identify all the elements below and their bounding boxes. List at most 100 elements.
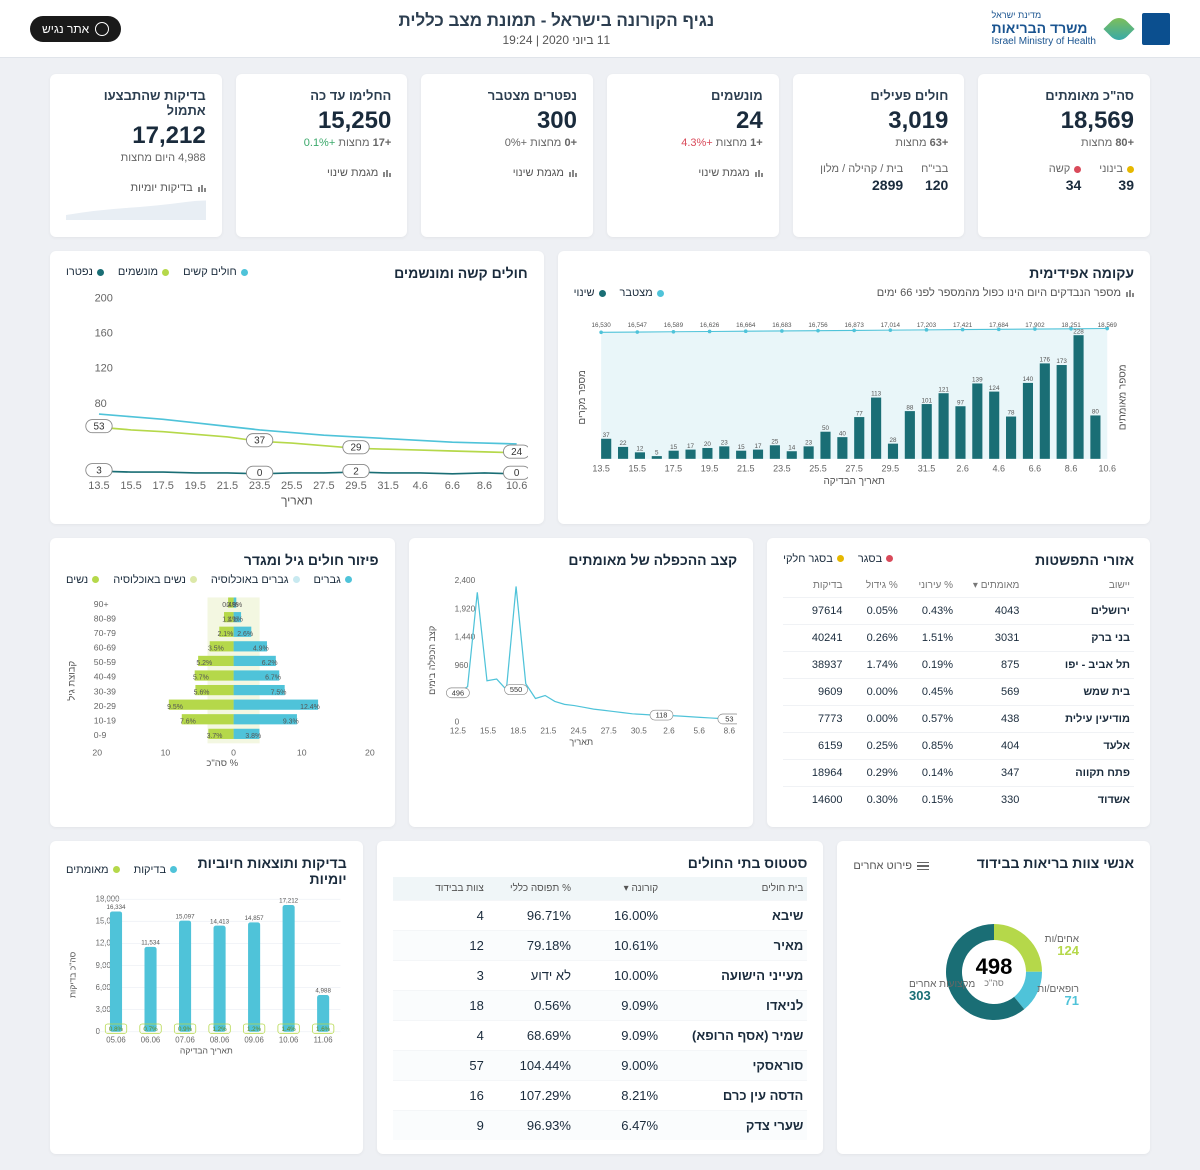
- svg-text:0.9%: 0.9%: [178, 1026, 193, 1033]
- svg-text:10.6: 10.6: [1098, 463, 1116, 473]
- table-header-cell[interactable]: יישוב: [1019, 580, 1130, 591]
- svg-text:12: 12: [636, 446, 644, 453]
- svg-text:08.06: 08.06: [210, 1035, 229, 1044]
- svg-text:6.6: 6.6: [445, 480, 460, 492]
- accessible-button[interactable]: אתר נגיש: [30, 16, 121, 42]
- severe-card: חולים קשה ומונשמים חולים קשיםמונשמיםנפטר…: [50, 251, 544, 524]
- svg-text:0: 0: [514, 468, 520, 479]
- svg-text:5: 5: [655, 449, 659, 456]
- table-row[interactable]: ירושלים40430.43%0.05%97614: [783, 597, 1134, 624]
- svg-text:1.2%: 1.2%: [213, 1026, 228, 1033]
- svg-text:12.5: 12.5: [449, 726, 465, 735]
- epi-title: עקומה אפידימית: [574, 265, 1134, 281]
- svg-text:97: 97: [957, 399, 965, 406]
- svg-text:27.5: 27.5: [313, 480, 334, 492]
- svg-text:07.06: 07.06: [175, 1035, 194, 1044]
- staff-donut-svg: 498סה"כאחים/ות124רופאים/ות71מקצועות אחרי…: [869, 887, 1119, 1057]
- spread-table-header: יישובמאומתים ▾% עירוני% גידולבדיקות: [783, 574, 1134, 597]
- dashboard: סה"כ מאומתים 18,569+80 מחצות בינוני 39 ק…: [0, 58, 1200, 1170]
- table-row[interactable]: בית שמש5690.45%0.00%9609: [783, 678, 1134, 705]
- svg-text:סה"כ: סה"כ: [984, 978, 1004, 988]
- epi-card: עקומה אפידימית מספר הנבדקים היום הינו כפ…: [558, 251, 1150, 524]
- svg-text:3.5%: 3.5%: [208, 645, 224, 652]
- staff-other-button[interactable]: פירוט אחרים: [853, 860, 929, 872]
- table-row[interactable]: תל אביב - יפו8750.19%1.74%38937: [783, 651, 1134, 678]
- stat-change: +0 מחצות +0%: [437, 137, 577, 149]
- table-header-cell[interactable]: בדיקות: [787, 580, 842, 591]
- svg-text:15.5: 15.5: [120, 480, 141, 492]
- table-row[interactable]: מעייני הישועה10.00%לא ידוע3: [393, 960, 808, 990]
- stats-row: סה"כ מאומתים 18,569+80 מחצות בינוני 39 ק…: [50, 74, 1150, 237]
- table-row[interactable]: אשדוד3300.15%0.30%14600: [783, 786, 1134, 813]
- svg-text:496: 496: [451, 688, 463, 697]
- tests-card: בדיקות ותוצאות חיוביות יומיות בדיקותמאומ…: [50, 841, 363, 1154]
- svg-text:24.5: 24.5: [570, 726, 586, 735]
- svg-text:24: 24: [511, 447, 522, 458]
- svg-text:118: 118: [655, 710, 667, 719]
- svg-text:8.6: 8.6: [477, 480, 492, 492]
- stat-sub-row: בינוני 39 קשה 34: [994, 163, 1134, 193]
- svg-text:30.5: 30.5: [630, 726, 646, 735]
- stat-value: 18,569: [994, 107, 1134, 135]
- svg-text:10: 10: [297, 747, 307, 757]
- staff-title: אנשי צוות בריאות בבידוד: [977, 855, 1134, 871]
- svg-text:0: 0: [231, 747, 236, 757]
- header-logo-area: מדינת ישראל משרד הבריאות Israel Ministry…: [992, 10, 1170, 47]
- svg-text:תאריך: תאריך: [569, 737, 593, 747]
- svg-text:50: 50: [822, 425, 830, 432]
- svg-text:31.5: 31.5: [917, 463, 935, 473]
- table-row[interactable]: בני ברק30311.51%0.26%40241: [783, 624, 1134, 651]
- stat-title: חולים פעילים: [809, 88, 949, 103]
- severe-chart: 2001601208053337029224013.515.517.519.52…: [66, 287, 528, 507]
- table-header-cell[interactable]: מאומתים ▾: [953, 580, 1019, 591]
- charts-row-1: עקומה אפידימית מספר הנבדקים היום הינו כפ…: [50, 251, 1150, 524]
- svg-text:8.6: 8.6: [723, 726, 735, 735]
- svg-text:10-19: 10-19: [94, 715, 116, 725]
- svg-text:200: 200: [95, 292, 113, 304]
- svg-text:20: 20: [92, 747, 102, 757]
- svg-text:6.7%: 6.7%: [265, 675, 281, 682]
- svg-text:30-39: 30-39: [94, 686, 116, 696]
- svg-text:7.6%: 7.6%: [180, 718, 196, 725]
- table-row[interactable]: מאיר10.61%79.18%12: [393, 930, 808, 960]
- stat-sub-row: בבי"ח 120 בית / קהילה / מלון 2899: [809, 163, 949, 193]
- table-row[interactable]: מודיעין עילית4380.57%0.00%7773: [783, 705, 1134, 732]
- svg-text:25.5: 25.5: [281, 480, 302, 492]
- staff-donut: 498סה"כאחים/ות124רופאים/ות71מקצועות אחרי…: [853, 887, 1134, 1057]
- svg-text:20: 20: [365, 747, 375, 757]
- table-row[interactable]: לניאדו9.09%0.56%18: [393, 990, 808, 1020]
- stat-spark-label: מגמת שינוי: [623, 167, 763, 179]
- table-header-cell[interactable]: % גידול: [842, 580, 897, 591]
- table-header-cell[interactable]: קורונה ▾: [571, 883, 658, 894]
- svg-text:16,530: 16,530: [591, 322, 611, 329]
- svg-text:28: 28: [889, 437, 897, 444]
- svg-text:88: 88: [906, 404, 914, 411]
- svg-text:4.6: 4.6: [413, 480, 428, 492]
- svg-text:8.6: 8.6: [1064, 463, 1077, 473]
- header-center: נגיף הקורונה בישראל - תמונת מצב כללית 11…: [121, 11, 991, 47]
- table-row[interactable]: שיבא16.00%96.71%4: [393, 900, 808, 930]
- svg-text:101: 101: [921, 397, 932, 404]
- table-header-cell[interactable]: % עירוני: [898, 580, 953, 591]
- stat-value: 24: [623, 107, 763, 135]
- stat-spark-label: מגמת שינוי: [437, 167, 577, 179]
- table-header-cell[interactable]: בית חולים: [658, 883, 803, 894]
- table-row[interactable]: הדסה עין כרם8.21%107.29%16: [393, 1080, 808, 1110]
- svg-text:29: 29: [351, 443, 362, 454]
- svg-text:15.5: 15.5: [480, 726, 496, 735]
- stat-sub-item: בבי"ח 120: [921, 163, 948, 193]
- epi-subtitle: מספר הנבדקים היום הינו כפול מהמספר לפני …: [877, 287, 1134, 299]
- table-row[interactable]: אלעד4040.85%0.25%6159: [783, 732, 1134, 759]
- tests-chart: 18,00015,00012,0009,0006,0003,000016,334…: [66, 893, 347, 1057]
- table-row[interactable]: שערי צדק6.47%96.93%9: [393, 1110, 808, 1140]
- svg-text:0: 0: [257, 468, 263, 479]
- legend-item: נפטרו: [66, 265, 104, 279]
- table-row[interactable]: סוראסקי9.00%104.44%57: [393, 1050, 808, 1080]
- table-header-cell[interactable]: צוות בבידוד: [397, 883, 484, 894]
- svg-text:5.6: 5.6: [693, 726, 705, 735]
- stat-sub-item: קשה 34: [1049, 163, 1082, 193]
- spread-table-body: ירושלים40430.43%0.05%97614בני ברק30311.5…: [783, 597, 1134, 813]
- table-row[interactable]: פתח תקווה3470.14%0.29%18964: [783, 759, 1134, 786]
- table-row[interactable]: שמיר (אסף הרופא)9.09%68.69%4: [393, 1020, 808, 1050]
- table-header-cell[interactable]: % תפוסה כללי: [484, 883, 571, 894]
